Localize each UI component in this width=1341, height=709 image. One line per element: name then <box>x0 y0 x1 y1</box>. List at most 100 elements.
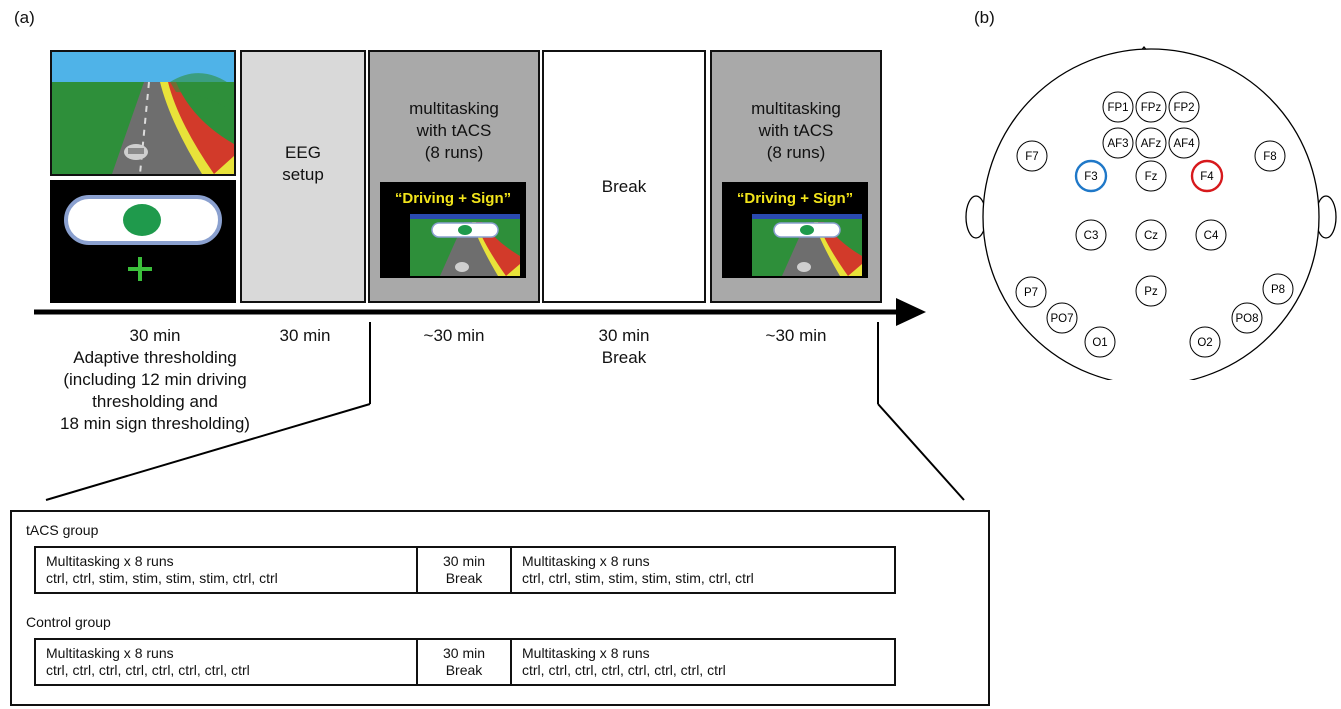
electrode-af4-marker <box>1168 127 1200 159</box>
electrode-fpz-marker <box>1135 91 1167 123</box>
duration-break: 30 min Break <box>564 325 684 369</box>
stimulus-scene-2 <box>752 214 862 276</box>
group-name-control: Control group <box>26 614 111 630</box>
group-row-control: Multitasking x 8 runs ctrl, ctrl, ctrl, … <box>34 638 896 686</box>
electrode-f8-label: F8 <box>1263 151 1276 163</box>
electrode-cz-marker <box>1135 219 1167 251</box>
electrode-cz: Cz <box>1135 219 1167 251</box>
duration-1-line-2: Adaptive thresholding <box>73 348 237 367</box>
electrode-c3-marker <box>1075 219 1107 251</box>
electrode-c4: C4 <box>1195 219 1227 251</box>
electrode-fz-marker <box>1135 160 1167 192</box>
group-row-tacs: Multitasking x 8 runs ctrl, ctrl, stim, … <box>34 546 896 594</box>
electrode-o2-label: O2 <box>1197 337 1212 349</box>
tacs-middle-line-1: 30 min <box>442 553 486 569</box>
electrode-fpz: FPz <box>1135 91 1167 123</box>
phase-eeg-setup-line-1: EEG <box>285 143 321 162</box>
tacs-right-title: Multitasking x 8 runs <box>522 553 650 569</box>
electrode-o1-marker <box>1084 326 1116 358</box>
duration-1-line-4: thresholding and <box>92 392 218 411</box>
duration-multitasking-2: ~30 min <box>736 325 856 347</box>
electrode-p7: P7 <box>1015 276 1047 308</box>
stimulus-caption-2: “Driving + Sign” <box>736 190 854 207</box>
group-schedule-box: tACS group Multitasking x 8 runs ctrl, c… <box>10 510 990 706</box>
phase-multitasking-2: multitasking with tACS (8 runs) “Driving… <box>710 50 882 303</box>
duration-1-line-3: (including 12 min driving <box>63 370 247 389</box>
duration-5-line-1: ~30 min <box>765 326 827 345</box>
electrode-af4: AF4 <box>1168 127 1200 159</box>
electrode-af4-label: AF4 <box>1173 138 1195 150</box>
tacs-middle-line-2: Break <box>445 570 483 586</box>
electrode-fp1-label: FP1 <box>1107 102 1128 114</box>
phase-multitasking-1-line-2: with tACS <box>416 121 492 140</box>
electrode-o1-label: O1 <box>1092 337 1107 349</box>
phase-multitasking-1-line-1: multitasking <box>409 99 499 118</box>
duration-multitasking-1: ~30 min <box>394 325 514 347</box>
eeg-head-map: FP1 FPz FP2 AF3 AFz AF4 F7 F3 Fz F4 F8 C3 Cz C4 P7 Pz P8… <box>965 45 1337 380</box>
stimulus-thumbnail-2: “Driving + Sign” <box>722 182 868 278</box>
electrode-af3-marker <box>1102 127 1134 159</box>
control-left-runs: ctrl, ctrl, ctrl, ctrl, ctrl, ctrl, ctrl… <box>46 662 250 678</box>
electrode-f4: F4 <box>1190 159 1224 193</box>
electrode-f3-label: F3 <box>1084 171 1097 183</box>
sign-stimulus-graphic <box>64 195 222 281</box>
electrode-o1: O1 <box>1084 326 1116 358</box>
stimulus-scene-1 <box>410 214 520 276</box>
electrode-pz-marker <box>1135 275 1167 307</box>
phase-eeg-setup-line-2: setup <box>282 165 324 184</box>
electrode-f7-label: F7 <box>1025 151 1038 163</box>
electrode-fp2: FP2 <box>1168 91 1200 123</box>
phase-multitasking-2-line-3: (8 runs) <box>766 143 826 162</box>
group-name-tacs: tACS group <box>26 522 99 538</box>
duration-adaptive-thresholding: 30 min Adaptive thresholding (including … <box>30 325 280 435</box>
electrode-po8-label: PO8 <box>1235 313 1258 325</box>
panel-b-label: (b) <box>974 8 995 27</box>
control-middle-line-1: 30 min <box>442 645 486 661</box>
electrode-pz: Pz <box>1135 275 1167 307</box>
electrode-f4-marker <box>1190 159 1224 193</box>
duration-1-line-1: 30 min <box>129 326 181 345</box>
electrode-p8: P8 <box>1262 273 1294 305</box>
control-middle-cell: 30 min Break <box>418 640 512 684</box>
electrode-afz-marker <box>1135 127 1167 159</box>
electrode-c3-label: C3 <box>1084 230 1099 242</box>
control-right-runs: ctrl, ctrl, ctrl, ctrl, ctrl, ctrl, ctrl… <box>522 662 726 678</box>
electrode-c4-label: C4 <box>1204 230 1219 242</box>
electrode-c3: C3 <box>1075 219 1107 251</box>
electrode-fp2-marker <box>1168 91 1200 123</box>
tacs-right-cell: Multitasking x 8 runs ctrl, ctrl, stim, … <box>512 548 892 592</box>
electrode-afz-label: AFz <box>1141 138 1162 150</box>
phase-multitasking-2-line-2: with tACS <box>758 121 834 140</box>
phase-break-line-1: Break <box>601 177 647 196</box>
phase-eeg-setup: EEG setup <box>240 50 366 303</box>
electrode-p8-label: P8 <box>1271 284 1285 296</box>
zoom-connector-lines <box>45 322 965 501</box>
phase-break: Break <box>542 50 706 303</box>
duration-eeg-setup: 30 min <box>250 325 360 347</box>
electrode-c4-marker <box>1195 219 1227 251</box>
electrode-fz-label: Fz <box>1145 171 1158 183</box>
duration-1-line-5: 18 min sign thresholding) <box>60 414 250 433</box>
stimulus-thumbnail-1: “Driving + Sign” <box>380 182 526 278</box>
electrode-fz: Fz <box>1135 160 1167 192</box>
electrode-p7-marker <box>1015 276 1047 308</box>
phase-multitasking-2-line-1: multitasking <box>751 99 841 118</box>
electrode-layer: FP1 FPz FP2 AF3 AFz AF4 F7 F3 Fz F4 F8 C3 Cz C4 P7 Pz P8… <box>1015 91 1294 358</box>
head-outline <box>965 45 1337 380</box>
duration-4-line-1: 30 min <box>598 326 650 345</box>
electrode-po8: PO8 <box>1231 302 1263 334</box>
electrode-f4-label: F4 <box>1200 171 1214 183</box>
tacs-left-title: Multitasking x 8 runs <box>46 553 174 569</box>
electrode-af3: AF3 <box>1102 127 1134 159</box>
control-right-cell: Multitasking x 8 runs ctrl, ctrl, ctrl, … <box>512 640 892 684</box>
tacs-left-cell: Multitasking x 8 runs ctrl, ctrl, stim, … <box>36 548 418 592</box>
electrode-afz: AFz <box>1135 127 1167 159</box>
electrode-f7: F7 <box>1016 140 1048 172</box>
electrode-o2: O2 <box>1189 326 1221 358</box>
sign-stimulus-image <box>50 180 236 303</box>
electrode-fpz-label: FPz <box>1141 102 1162 114</box>
tacs-middle-cell: 30 min Break <box>418 548 512 592</box>
electrode-po8-marker <box>1231 302 1263 334</box>
electrode-fp1: FP1 <box>1102 91 1134 123</box>
